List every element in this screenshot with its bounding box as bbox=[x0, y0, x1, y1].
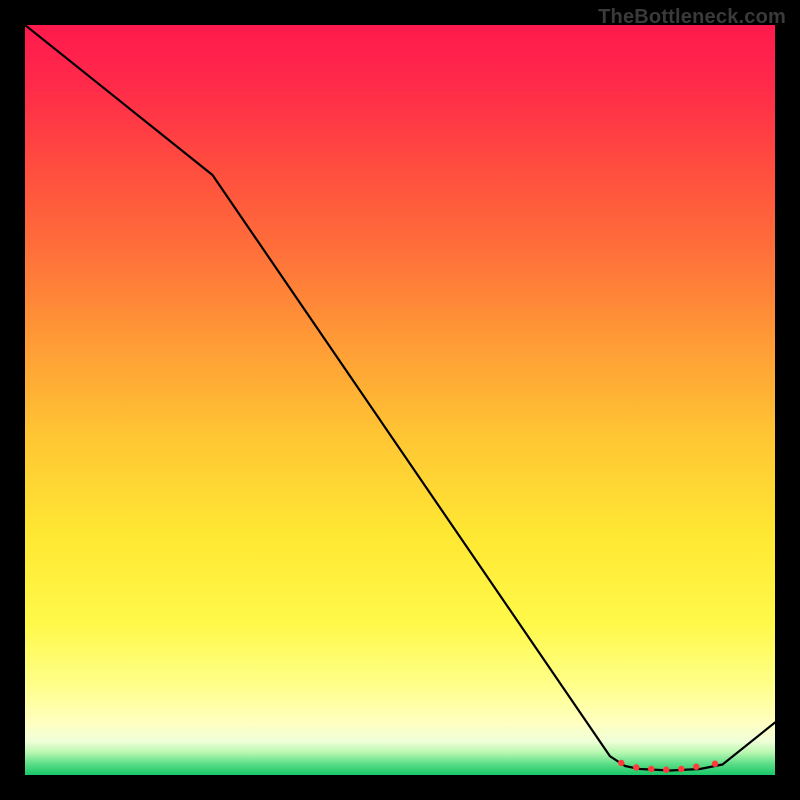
plot-background-gradient bbox=[25, 25, 775, 775]
chart-container: TheBottleneck.com bbox=[0, 0, 800, 800]
watermark-text: TheBottleneck.com bbox=[598, 6, 786, 29]
plot-area bbox=[25, 25, 775, 775]
